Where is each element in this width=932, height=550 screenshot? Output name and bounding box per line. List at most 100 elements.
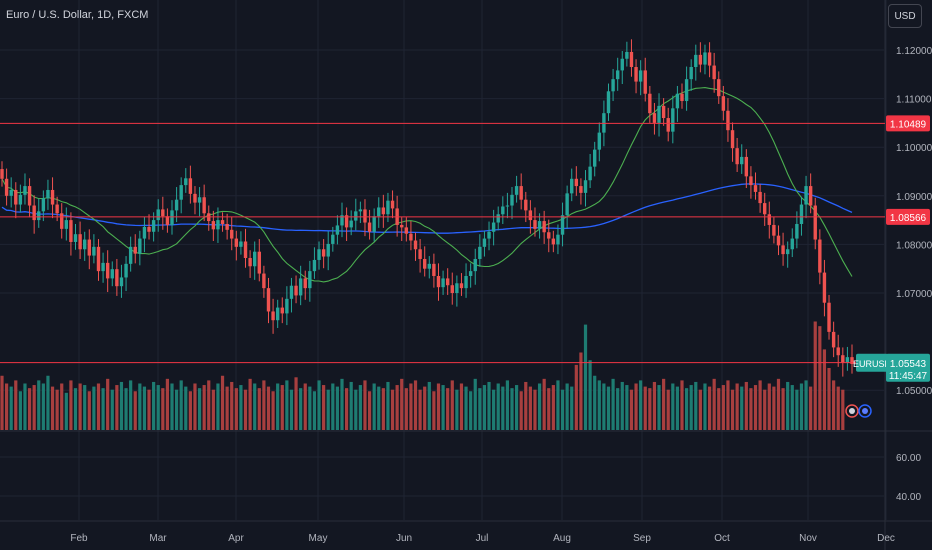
candle xyxy=(27,178,32,218)
time-tick-label: Apr xyxy=(228,533,244,544)
candle xyxy=(593,141,597,177)
volume-bar xyxy=(243,389,248,430)
time-tick-label: Mar xyxy=(149,533,167,544)
candle-body xyxy=(790,238,794,250)
last-price-bg xyxy=(886,353,930,382)
candle-body xyxy=(542,221,546,233)
volume-bar xyxy=(326,389,330,430)
volume-bar xyxy=(547,388,551,430)
volume-bar xyxy=(138,383,142,430)
candle-body xyxy=(638,70,643,82)
price-tick-label: 1.09000 xyxy=(896,192,932,203)
candle xyxy=(689,59,693,91)
candle xyxy=(41,190,46,222)
candle-body xyxy=(804,186,808,205)
candle xyxy=(115,258,119,296)
candle-body xyxy=(441,278,445,288)
volume-bar xyxy=(156,385,160,430)
candle-body xyxy=(413,240,418,250)
volume-bar xyxy=(818,326,822,430)
volume-bar xyxy=(496,383,500,430)
candle xyxy=(845,346,850,371)
volume-bar xyxy=(629,389,634,430)
candle xyxy=(303,270,307,300)
volume-bar xyxy=(505,380,510,430)
candle xyxy=(92,234,96,264)
volume-bar xyxy=(377,386,381,430)
candle xyxy=(510,187,514,220)
volume-bar xyxy=(836,386,840,430)
candle xyxy=(565,185,569,229)
candle xyxy=(717,71,721,104)
volume-bar xyxy=(804,380,808,430)
candle xyxy=(285,286,289,326)
candle-body xyxy=(533,220,537,229)
volume-bar xyxy=(152,381,156,430)
volume-bar xyxy=(533,389,537,430)
volume-bar xyxy=(73,388,78,430)
candle xyxy=(615,57,620,91)
volume-bar xyxy=(4,383,9,430)
candle-body xyxy=(271,311,275,321)
candle-body xyxy=(850,357,854,364)
candle xyxy=(23,173,27,205)
candle xyxy=(459,273,464,296)
candle xyxy=(138,230,142,266)
candle xyxy=(427,256,431,279)
candle xyxy=(340,202,344,238)
candle xyxy=(542,210,546,244)
candle-body xyxy=(317,249,321,260)
candle xyxy=(629,39,634,77)
candle-body xyxy=(593,149,597,167)
price-tick-label: 1.08000 xyxy=(896,240,932,251)
volume-bar xyxy=(427,381,431,430)
volume-bar xyxy=(767,383,771,430)
volume-bar xyxy=(331,383,335,430)
candle-body xyxy=(41,198,46,212)
candle-body xyxy=(0,169,4,179)
volume-bar xyxy=(234,388,238,430)
candle-body xyxy=(96,246,101,272)
candle xyxy=(280,297,284,324)
currency-button[interactable]: USD xyxy=(888,4,922,28)
candle-body xyxy=(83,239,87,250)
candle-body xyxy=(87,239,91,256)
price-tick-label: 1.07000 xyxy=(896,289,932,300)
candle-body xyxy=(151,220,156,232)
candle-body xyxy=(303,278,307,289)
candle xyxy=(547,219,551,253)
candle-body xyxy=(50,189,55,205)
candle-body xyxy=(404,227,409,234)
candle-body xyxy=(253,251,257,267)
candle-body xyxy=(266,288,271,312)
candle-body xyxy=(436,275,441,288)
candle-body xyxy=(537,221,542,229)
candle xyxy=(404,217,409,242)
candle-body xyxy=(119,277,124,287)
volume-tick-label: 40.00 xyxy=(896,492,921,503)
countdown-timer: 11:45:47 xyxy=(889,371,928,382)
candle-body xyxy=(827,302,831,332)
candle xyxy=(253,241,257,280)
volume-bar xyxy=(230,381,234,430)
candles xyxy=(0,39,854,377)
candle-body xyxy=(326,243,330,257)
volume-bar xyxy=(381,388,385,430)
candle xyxy=(9,177,13,208)
volume-bar xyxy=(119,381,124,430)
candle-body xyxy=(487,231,491,239)
candle xyxy=(643,57,647,102)
candle-body xyxy=(312,259,317,272)
candle xyxy=(46,179,50,210)
candle-body xyxy=(753,185,758,192)
volume-bar xyxy=(220,375,225,430)
candle xyxy=(514,175,519,203)
candle xyxy=(804,175,808,219)
candle xyxy=(785,241,790,268)
volume-bar xyxy=(469,391,473,430)
candle xyxy=(450,272,454,305)
candle-body xyxy=(14,189,18,205)
volume-bar xyxy=(510,388,514,430)
